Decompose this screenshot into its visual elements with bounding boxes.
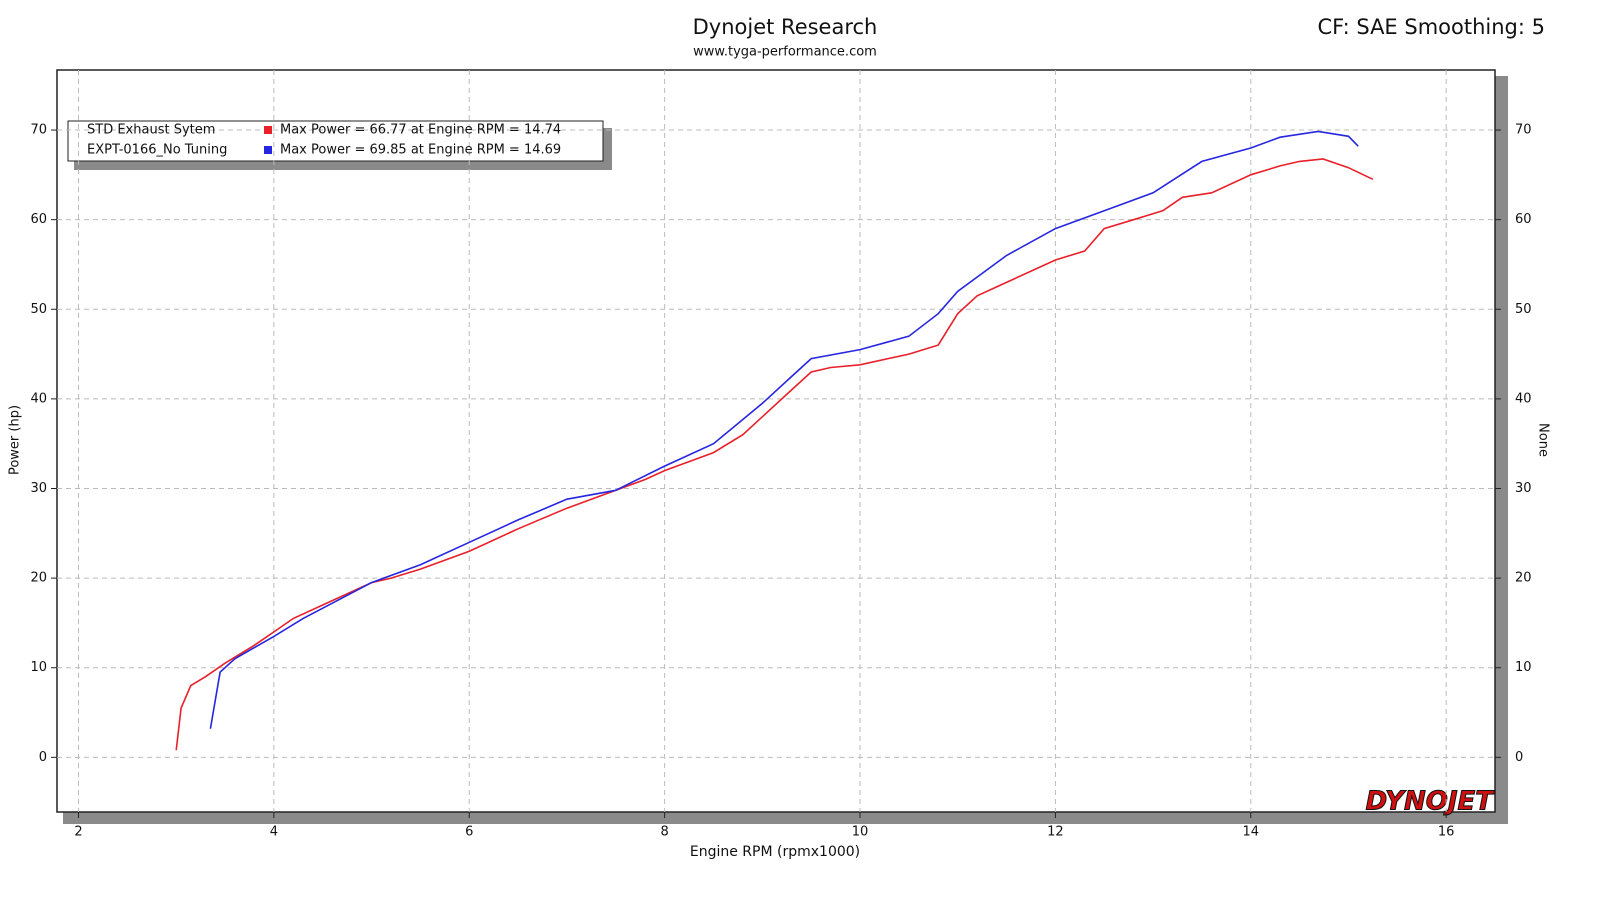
y2-tick-label: 60: [1515, 212, 1532, 227]
y-tick-label: 20: [30, 571, 47, 586]
y2-tick-label: 20: [1515, 571, 1532, 586]
y-tick-label: 60: [30, 212, 47, 227]
y2-tick-label: 10: [1515, 660, 1532, 675]
legend: [67, 120, 604, 162]
x-axis-label: Engine RPM (rpmx1000): [690, 844, 860, 860]
x-tick-label: 6: [465, 825, 473, 840]
y-tick-label: 50: [30, 302, 47, 317]
y-tick-label: 40: [30, 391, 47, 406]
x-tick-label: 16: [1438, 825, 1455, 840]
chart-title: Dynojet Research: [693, 15, 878, 39]
y2-tick-label: 50: [1515, 302, 1532, 317]
x-tick-label: 4: [270, 825, 278, 840]
y2-tick-label: 30: [1515, 481, 1532, 496]
chart-subtitle: www.tyga-performance.com: [693, 45, 877, 60]
series-line: [209, 130, 1359, 729]
series-line: [175, 158, 1374, 751]
y-tick-label: 30: [30, 481, 47, 496]
x-tick-label: 8: [660, 825, 668, 840]
x-tick-label: 10: [852, 825, 869, 840]
legend-swatch: [264, 126, 272, 134]
y2-axis-label: None: [1536, 423, 1551, 457]
y-tick-label: 10: [30, 660, 47, 675]
y-tick-label: 70: [30, 123, 47, 138]
legend-text: Max Power = 66.77 at Engine RPM = 14.74: [280, 123, 561, 138]
x-tick-label: 14: [1243, 825, 1260, 840]
x-tick-label: 12: [1047, 825, 1064, 840]
y2-tick-label: 70: [1515, 123, 1532, 138]
y2-tick-label: 0: [1515, 750, 1523, 765]
legend-name: STD Exhaust Sytem: [87, 123, 215, 138]
logo: DYNOJET: [1366, 787, 1496, 817]
legend-swatch: [264, 146, 272, 154]
annotation: CF: SAE Smoothing: 5: [1317, 15, 1545, 39]
y-axis-label: Power (hp): [8, 405, 23, 475]
x-tick-label: 2: [74, 825, 82, 840]
legend-name: EXPT-0166_No Tuning: [87, 143, 227, 158]
y-tick-label: 0: [39, 750, 47, 765]
y2-tick-label: 40: [1515, 391, 1532, 406]
legend-text: Max Power = 69.85 at Engine RPM = 14.69: [280, 143, 561, 158]
plot-frame: [56, 69, 1496, 813]
